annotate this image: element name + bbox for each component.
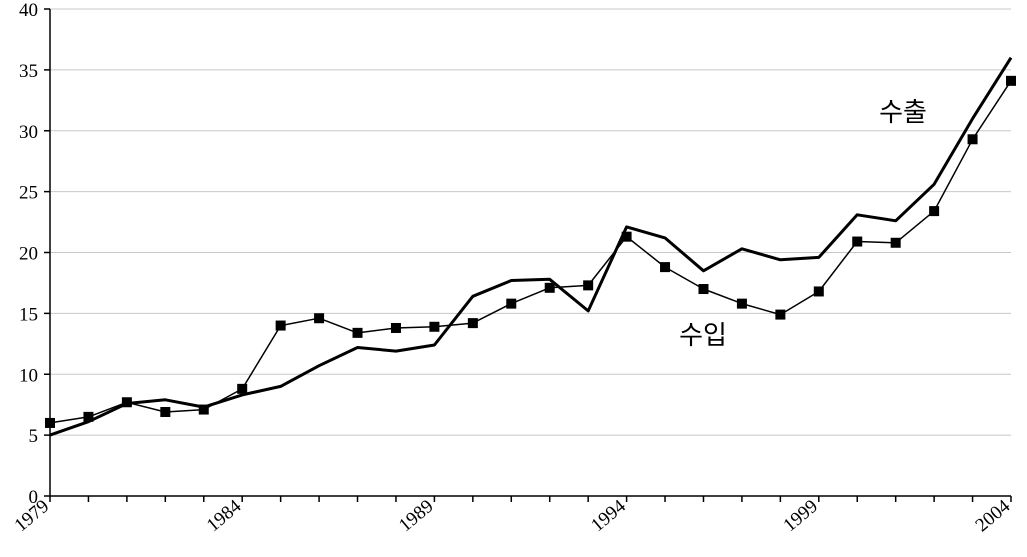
data-point-marker — [967, 134, 978, 145]
data-point-marker — [45, 417, 55, 428]
data-point-marker — [621, 231, 632, 242]
data-point-marker — [775, 309, 786, 320]
data-point-marker — [736, 298, 747, 309]
y-tick-label: 40 — [19, 0, 38, 21]
data-point-marker — [544, 282, 555, 293]
data-point-marker — [83, 411, 94, 422]
axes: 0 5 10 15 20 25 30 35 40 1979 1984 1989 1994 1999 2004 — [11, 0, 1015, 536]
x-tick-label: 1999 — [779, 496, 822, 537]
data-point-marker — [813, 286, 824, 297]
y-tick-label: 5 — [29, 426, 39, 447]
data-point-marker — [275, 320, 286, 331]
y-tick-label: 10 — [19, 365, 38, 386]
x-tick-label: 1984 — [203, 495, 246, 536]
data-point-marker — [467, 318, 478, 329]
x-tick-label: 1989 — [395, 496, 438, 537]
data-point-marker — [429, 321, 440, 332]
data-point-marker — [160, 406, 171, 417]
data-point-marker — [698, 284, 709, 295]
y-tick-label: 30 — [19, 122, 38, 143]
data-point-marker — [198, 404, 209, 415]
data-point-marker — [121, 397, 132, 408]
y-tick-label: 20 — [19, 244, 38, 265]
series-markers — [45, 75, 1016, 428]
series-line-2 — [49, 80, 1012, 424]
data-point-marker — [852, 236, 863, 247]
y-tick-label: 25 — [19, 183, 38, 204]
x-tick-label: 1994 — [587, 495, 630, 536]
gridlines — [50, 8, 1011, 436]
y-tick-label: 15 — [19, 304, 38, 325]
data-point-marker — [352, 327, 363, 338]
data-point-marker — [583, 280, 594, 291]
data-point-marker — [890, 237, 901, 248]
series-lines — [49, 56, 1013, 437]
x-tick-label: 1979 — [11, 496, 54, 537]
data-point-marker — [929, 206, 940, 217]
data-point-marker — [660, 262, 671, 273]
series-label-1: 수출 — [879, 98, 927, 128]
data-point-marker — [390, 322, 401, 333]
series-label-2: 수입 — [679, 321, 727, 351]
x-tick-label: 2004 — [972, 495, 1015, 536]
data-point-marker — [237, 383, 248, 394]
data-point-marker — [506, 298, 517, 309]
y-tick-label: 35 — [19, 61, 38, 82]
data-point-marker — [314, 313, 325, 324]
data-point-marker — [1006, 75, 1016, 86]
y-tick-label: 0 — [29, 487, 39, 508]
series-line-1 — [49, 56, 1013, 437]
